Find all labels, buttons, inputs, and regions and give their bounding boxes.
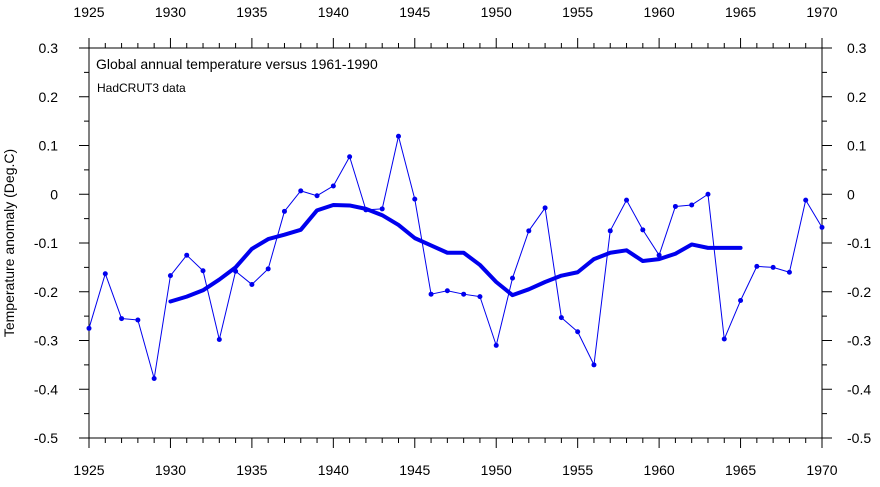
data-point	[575, 329, 581, 335]
data-point	[330, 183, 336, 189]
y-tick-label-right: 0.1	[847, 138, 867, 154]
data-point	[672, 203, 678, 209]
x-tick-label-bottom: 1935	[236, 462, 267, 478]
axis-ticks	[79, 38, 832, 448]
x-tick-label-top: 1960	[644, 4, 675, 20]
data-point	[461, 291, 467, 297]
x-tick-label-top: 1970	[806, 4, 837, 20]
data-point	[510, 275, 516, 281]
data-point	[298, 188, 304, 194]
x-tick-label-top: 1945	[399, 4, 430, 20]
smoothed-series-line	[168, 202, 743, 304]
data-point	[119, 316, 125, 322]
data-point	[477, 294, 483, 300]
y-tick-label-left: 0.1	[39, 138, 59, 154]
x-tick-label-top: 1955	[562, 4, 593, 20]
data-point	[819, 224, 825, 230]
y-tick-label-left: -0.1	[34, 235, 58, 251]
y-tick-label-left: 0.3	[39, 40, 59, 56]
data-point	[428, 291, 434, 297]
x-tick-label-bottom: 1950	[481, 462, 512, 478]
y-tick-label-left: -0.5	[34, 430, 58, 446]
data-point	[754, 263, 760, 269]
data-point	[542, 205, 548, 211]
x-tick-label-bottom: 1965	[725, 462, 756, 478]
data-point	[184, 252, 190, 258]
data-point	[738, 298, 744, 304]
data-point	[493, 342, 499, 348]
data-point	[281, 208, 287, 214]
data-point	[656, 252, 662, 258]
y-tick-label-right: 0.3	[847, 40, 867, 56]
x-tick-label-top: 1950	[481, 4, 512, 20]
y-tick-label-right: -0.3	[847, 333, 871, 349]
x-tick-label-top: 1940	[318, 4, 349, 20]
y-tick-label-left: -0.3	[34, 333, 58, 349]
data-point	[444, 288, 450, 294]
y-tick-label-right: -0.5	[847, 430, 871, 446]
x-tick-label-bottom: 1955	[562, 462, 593, 478]
y-tick-label-left: -0.4	[34, 381, 58, 397]
y-axis-title: Temperature anomaly (Deg.C)	[1, 149, 17, 337]
data-point	[640, 227, 646, 233]
x-tick-label-bottom: 1945	[399, 462, 430, 478]
x-tick-label-top: 1925	[73, 4, 104, 20]
data-point	[786, 269, 792, 275]
data-point	[265, 266, 271, 272]
y-tick-label-left: 0.2	[39, 89, 59, 105]
plot-frame	[88, 47, 823, 439]
x-tick-label-bottom: 1960	[644, 462, 675, 478]
y-tick-label-right: -0.1	[847, 235, 871, 251]
data-point	[395, 133, 401, 139]
y-tick-label-right: 0.2	[847, 89, 867, 105]
data-point	[558, 315, 564, 321]
x-tick-label-bottom: 1970	[806, 462, 837, 478]
y-tick-label-right: -0.2	[847, 284, 871, 300]
y-tick-label-right: 0	[847, 186, 855, 202]
tick-labels: 1925 1925 1930 1930 1935 1935 1940 1940 1945 1945…	[34, 4, 871, 478]
data-point	[624, 197, 630, 203]
series-layer	[86, 133, 825, 382]
chart-title: Global annual temperature versus 1961-19…	[96, 56, 378, 72]
data-point	[412, 196, 418, 202]
data-point	[314, 193, 320, 199]
data-point	[526, 228, 532, 234]
x-tick-label-bottom: 1930	[155, 462, 186, 478]
data-point	[379, 206, 385, 212]
y-tick-label-right: -0.4	[847, 381, 871, 397]
data-point	[102, 271, 108, 277]
x-tick-label-top: 1930	[155, 4, 186, 20]
y-tick-label-left: 0	[50, 186, 58, 202]
data-point	[721, 336, 727, 342]
x-tick-label-bottom: 1940	[318, 462, 349, 478]
x-tick-label-bottom: 1925	[73, 462, 104, 478]
x-tick-label-top: 1935	[236, 4, 267, 20]
data-point	[167, 273, 173, 279]
data-point	[803, 197, 809, 203]
data-point	[607, 228, 613, 234]
data-point	[347, 154, 353, 160]
data-point	[689, 202, 695, 208]
data-point	[591, 362, 597, 368]
data-point	[151, 376, 157, 382]
data-point	[216, 337, 222, 343]
data-point	[249, 281, 255, 287]
data-point	[200, 268, 206, 274]
data-point	[770, 264, 776, 270]
annual-series-line	[88, 135, 823, 380]
data-point	[135, 317, 141, 323]
y-tick-label-left: -0.2	[34, 284, 58, 300]
x-tick-label-top: 1965	[725, 4, 756, 20]
data-point	[86, 325, 92, 331]
chart-subtitle: HadCRUT3 data	[97, 81, 186, 95]
data-point	[705, 191, 711, 197]
